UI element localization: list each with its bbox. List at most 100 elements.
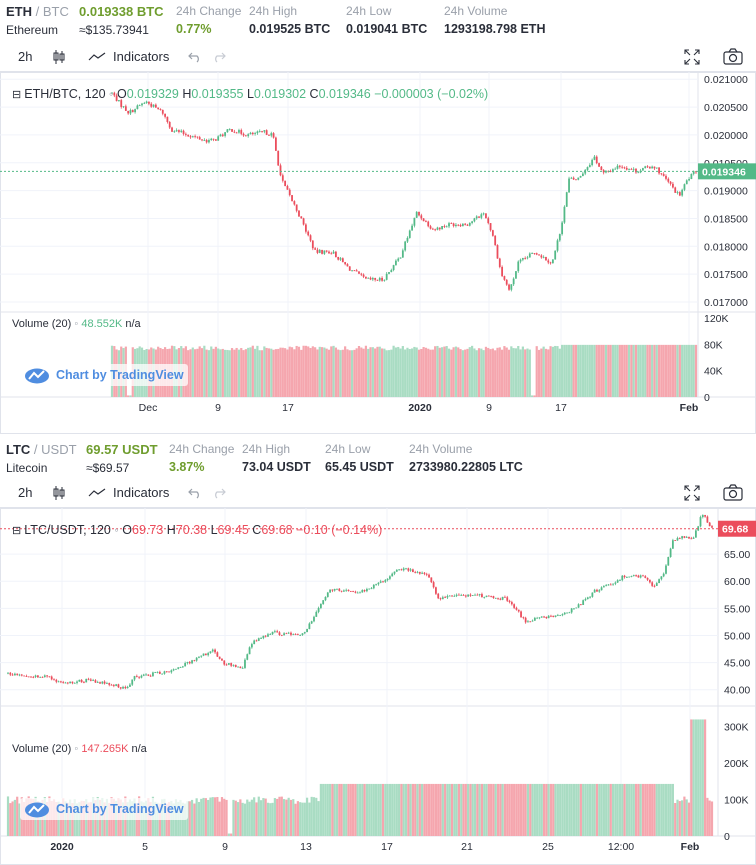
ltc-volume-legend: Volume (20) ◦ 147.265K n/a	[12, 743, 147, 755]
redo-icon[interactable]	[212, 51, 226, 63]
volume-bar	[324, 783, 327, 836]
volume-bar	[249, 347, 252, 397]
candle-up	[485, 595, 488, 598]
eth-volume-value: 1293198.798 ETH	[444, 22, 546, 36]
candle-up	[111, 92, 113, 94]
candle-up	[359, 592, 361, 594]
volume-bar	[189, 349, 192, 397]
volume-bar	[13, 799, 17, 836]
collapse-icon[interactable]: ⊟	[12, 525, 25, 537]
candle-up	[256, 131, 259, 134]
volume-bar	[226, 349, 229, 397]
candles-icon[interactable]	[52, 49, 66, 65]
time-tick-label: 9	[215, 402, 221, 414]
eth-price: 0.019338 BTC	[79, 4, 164, 19]
volume-bar	[533, 783, 536, 836]
volume-bar	[218, 801, 221, 836]
candle-down	[658, 167, 660, 174]
eth-toolbar: 2h Indicators	[0, 42, 756, 72]
candle-down	[60, 681, 62, 683]
volume-bar	[614, 783, 617, 836]
volume-bar	[687, 344, 691, 397]
volume-bar	[681, 344, 684, 397]
eth-usd-approx: ≈$135.73941	[79, 23, 149, 37]
undo-icon[interactable]	[188, 51, 202, 63]
undo-icon[interactable]	[188, 487, 202, 499]
snapshot-camera-icon[interactable]	[723, 48, 743, 65]
candle-up	[483, 597, 486, 598]
candle-up	[589, 596, 591, 598]
volume-bar	[586, 344, 589, 397]
volume-bar	[605, 783, 608, 836]
volume-bar	[703, 719, 707, 836]
candle-up	[372, 584, 375, 589]
volume-bar	[438, 347, 441, 397]
volume-bar	[205, 349, 208, 397]
volume-bar	[508, 783, 511, 836]
volume-bar	[701, 719, 704, 836]
volume-bar	[248, 801, 251, 836]
eth-tradingview-watermark[interactable]: Chart by TradingView	[20, 364, 188, 386]
eth-indicators-button[interactable]: Indicators	[113, 49, 170, 64]
candle-down	[609, 171, 612, 172]
volume-bar	[510, 346, 513, 397]
candle-up	[478, 594, 481, 596]
candle-down	[189, 136, 192, 138]
candle-down	[165, 671, 168, 673]
candle-up	[179, 667, 182, 668]
indicators-icon[interactable]	[88, 52, 106, 62]
candle-up	[605, 585, 608, 587]
eth-interval-button[interactable]: 2h	[18, 49, 33, 64]
candle-down	[11, 674, 14, 676]
volume-bar	[595, 344, 598, 397]
snapshot-camera-icon[interactable]	[723, 484, 743, 501]
indicators-icon[interactable]	[88, 488, 106, 498]
volume-bar	[441, 783, 444, 836]
volume-bar	[233, 349, 236, 397]
volume-bar	[669, 783, 672, 836]
candle-down	[498, 258, 501, 267]
candle-down	[423, 572, 426, 574]
candle-down	[159, 109, 162, 110]
volume-bar	[447, 348, 451, 397]
volume-bar	[443, 346, 446, 397]
candle-up	[642, 168, 644, 171]
fullscreen-icon[interactable]	[684, 485, 700, 501]
volume-bar	[341, 349, 344, 397]
volume-bar	[190, 799, 194, 836]
candle-up	[582, 600, 585, 605]
candle-up	[370, 588, 373, 590]
candle-down	[166, 116, 169, 122]
redo-icon[interactable]	[212, 487, 226, 499]
volume-bar	[664, 344, 668, 397]
volume-bar	[501, 783, 504, 836]
eth-price-block: 0.019338 BTC ≈$135.73941	[79, 4, 164, 37]
candle-down	[400, 569, 403, 571]
candle-down	[221, 134, 224, 136]
volume-bar	[462, 783, 465, 836]
candles-icon[interactable]	[52, 485, 66, 501]
ltc-indicators-button[interactable]: Indicators	[113, 485, 170, 500]
volume-bar	[413, 346, 416, 397]
volume-bar	[411, 783, 415, 836]
volume-bar	[436, 345, 439, 397]
eth-volume-label: 24h Volume	[444, 4, 508, 18]
ltc-interval-button[interactable]: 2h	[18, 485, 33, 500]
volume-bar	[434, 346, 437, 397]
candle-up	[556, 615, 559, 617]
candle-up	[129, 684, 131, 687]
candle-down	[264, 635, 267, 637]
candle-down	[62, 682, 65, 683]
collapse-icon[interactable]: ⊟	[12, 89, 25, 101]
volume-bar	[344, 346, 347, 397]
volume-bar	[219, 349, 222, 397]
volume-bar	[207, 799, 210, 836]
volume-bar	[531, 783, 534, 836]
volume-bar	[349, 783, 352, 836]
fullscreen-icon[interactable]	[684, 49, 700, 65]
candle-down	[214, 649, 216, 653]
ltc-tradingview-watermark[interactable]: Chart by TradingView	[20, 798, 188, 820]
candle-up	[318, 249, 321, 253]
ltc-volume-legend-na: n/a	[131, 743, 147, 755]
candle-up	[226, 129, 229, 133]
